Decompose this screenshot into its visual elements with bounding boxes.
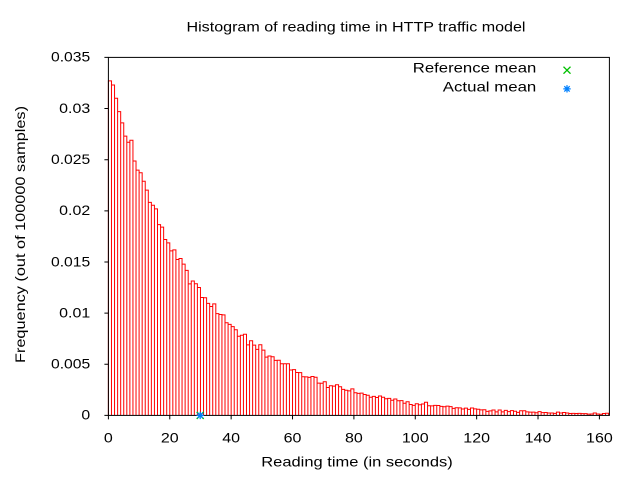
svg-text:Histogram of reading time in H: Histogram of reading time in HTTP traffi… (187, 18, 526, 34)
svg-text:0: 0 (81, 407, 90, 423)
svg-text:0.025: 0.025 (51, 151, 90, 167)
svg-text:80: 80 (345, 429, 363, 445)
svg-text:140: 140 (525, 429, 552, 445)
svg-text:0: 0 (104, 429, 113, 445)
svg-text:0.015: 0.015 (51, 253, 90, 269)
svg-text:Actual mean: Actual mean (443, 78, 537, 94)
svg-text:120: 120 (463, 429, 490, 445)
svg-text:0.035: 0.035 (51, 49, 90, 65)
svg-text:0.005: 0.005 (51, 356, 90, 372)
svg-text:40: 40 (222, 429, 240, 445)
svg-text:100: 100 (402, 429, 429, 445)
svg-text:0.02: 0.02 (59, 202, 90, 218)
svg-text:60: 60 (284, 429, 302, 445)
svg-text:Reference mean: Reference mean (413, 60, 537, 76)
svg-text:0.01: 0.01 (59, 304, 90, 320)
svg-text:Reading time (in seconds): Reading time (in seconds) (261, 454, 453, 470)
svg-text:Frequency (out of 100000 sampl: Frequency (out of 100000 samples) (12, 106, 28, 363)
svg-text:160: 160 (586, 429, 613, 445)
svg-text:20: 20 (161, 429, 179, 445)
svg-text:0.03: 0.03 (59, 100, 90, 116)
